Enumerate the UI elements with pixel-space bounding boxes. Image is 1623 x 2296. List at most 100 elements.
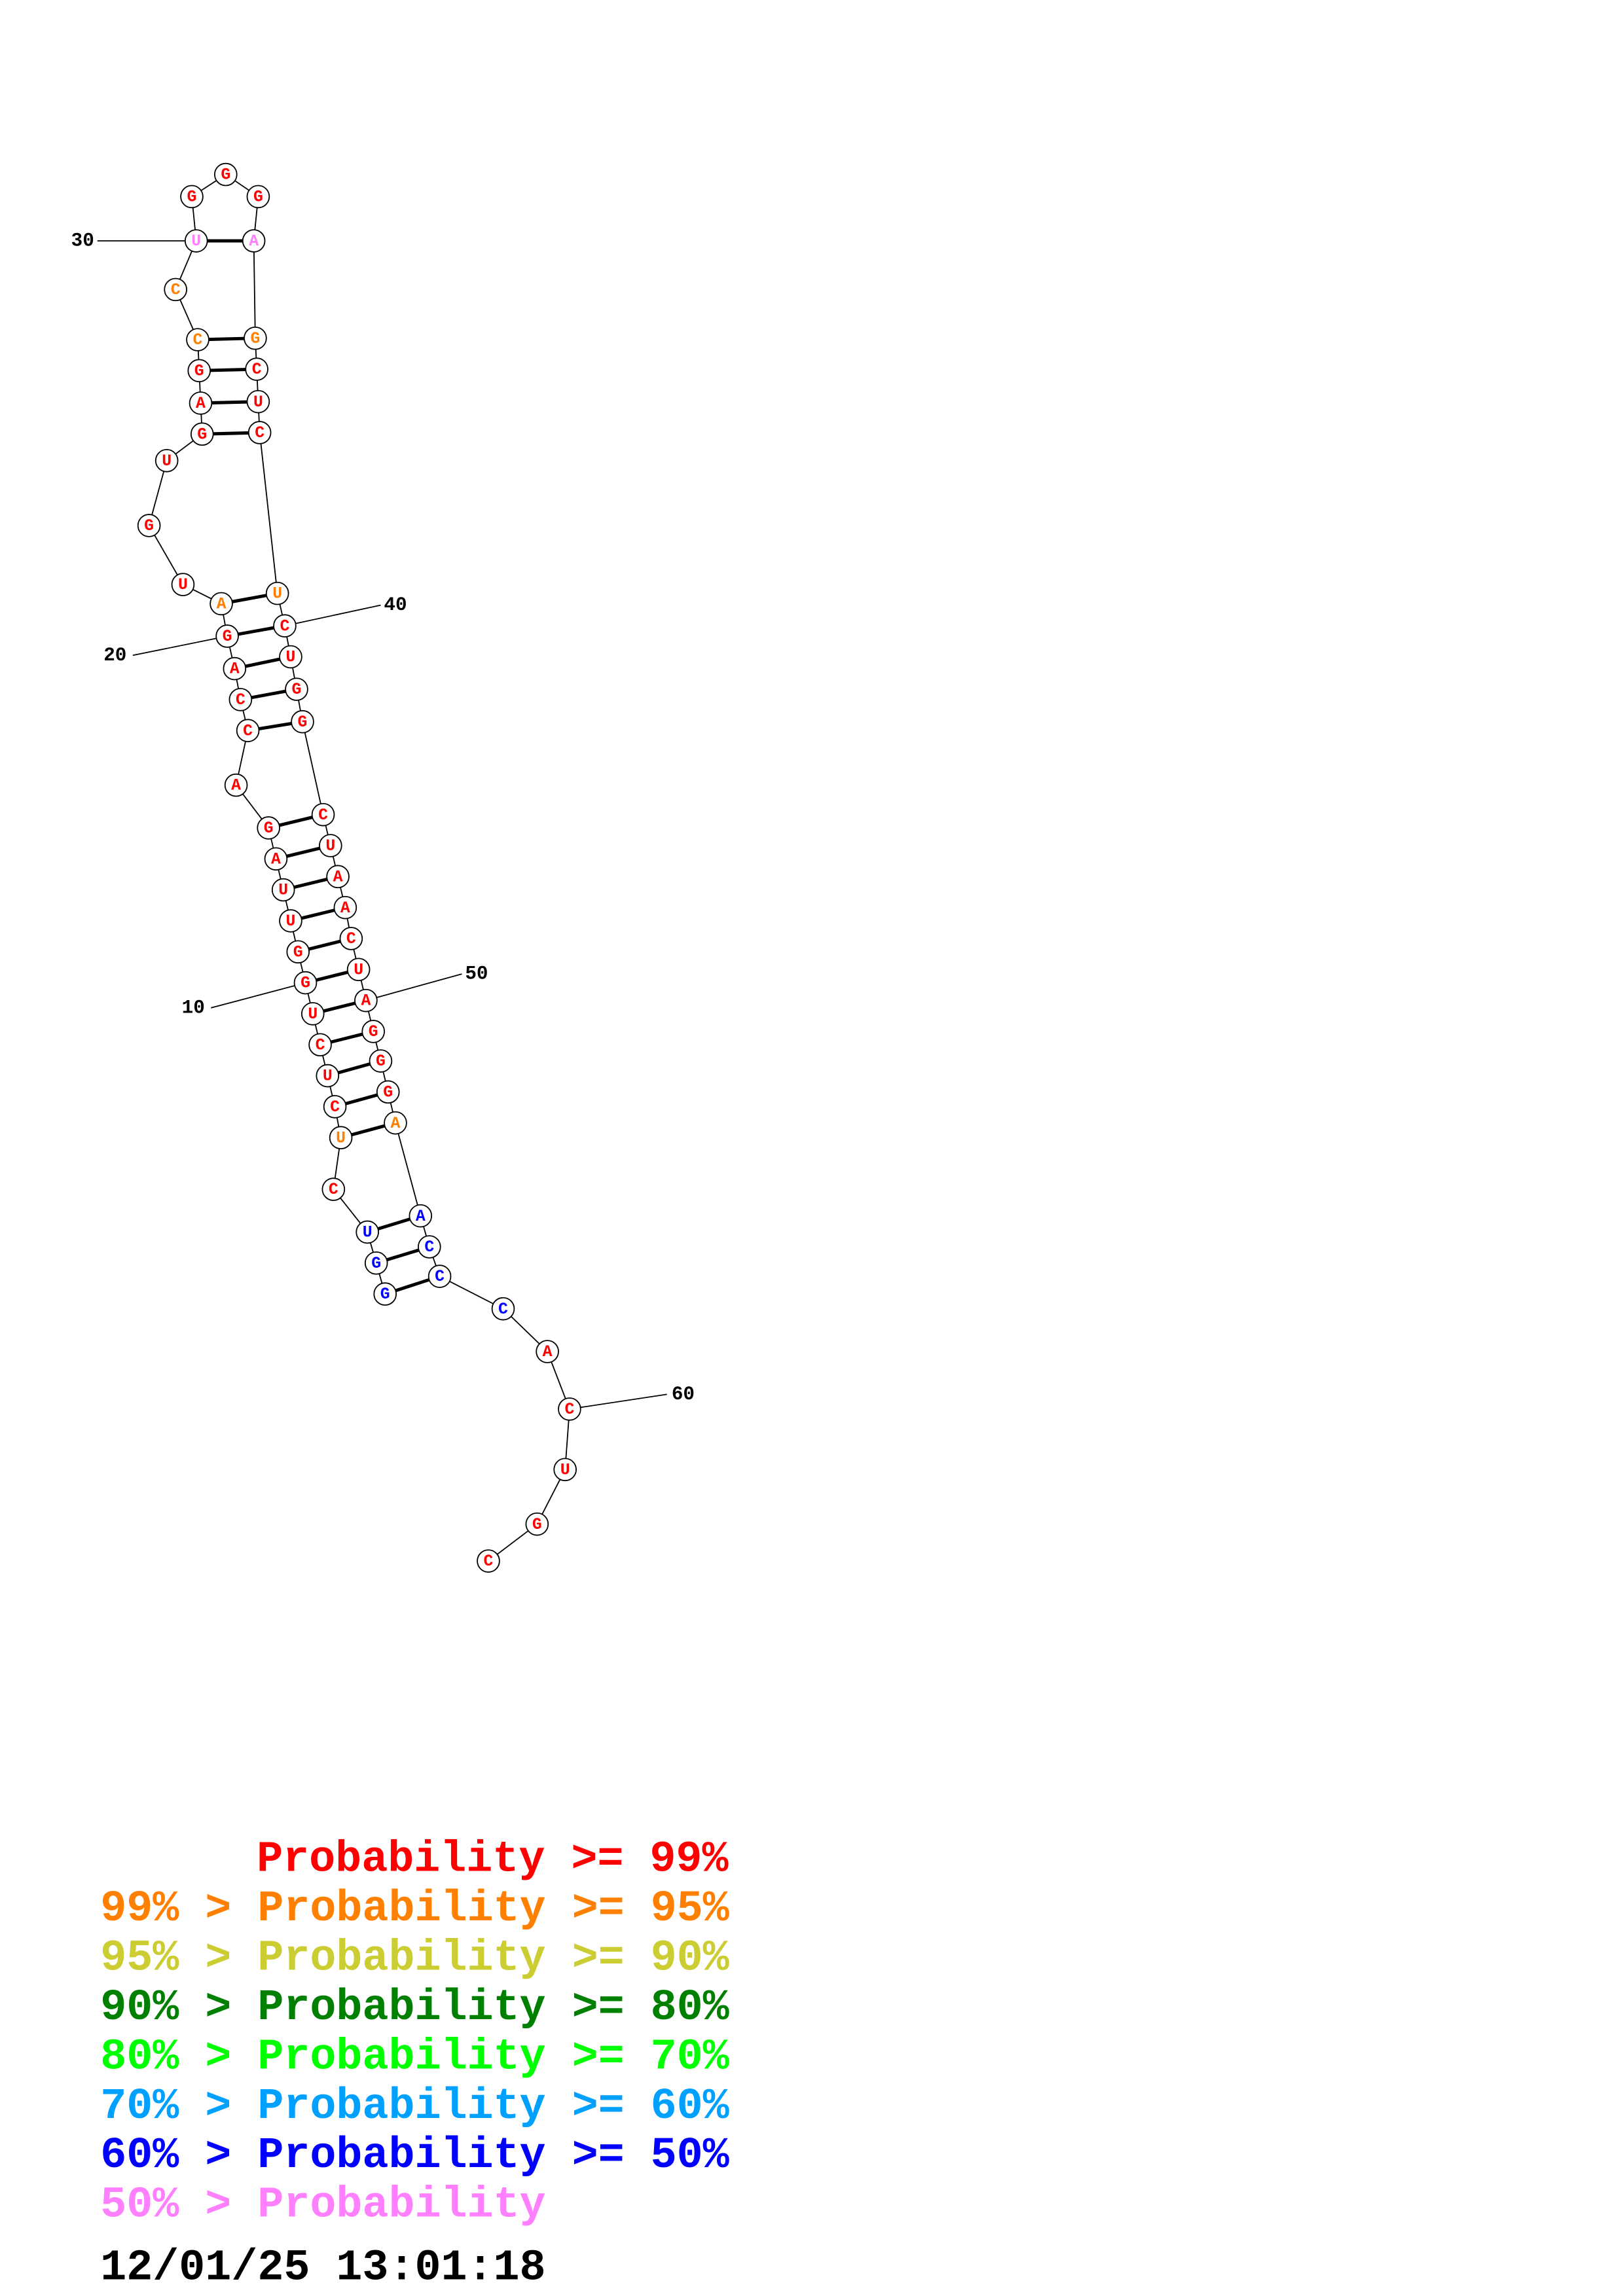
nucleotide: A (340, 899, 350, 918)
nucleotide: A (271, 850, 281, 869)
nucleotide: G (144, 517, 154, 535)
nucleotide: U (308, 1005, 318, 1024)
nucleotide-circle (376, 1080, 400, 1104)
position-line (132, 636, 228, 656)
nucleotide-circle (228, 688, 253, 711)
nucleotide: G (197, 425, 207, 444)
nucleotide: U (363, 1224, 373, 1242)
nucleotide: C (280, 617, 290, 636)
nucleotide-circle (311, 802, 335, 827)
nucleotide: A (391, 1115, 401, 1133)
nucleotide: G (292, 681, 302, 699)
nucleotide: U (560, 1461, 570, 1479)
position-label: 30 (71, 230, 94, 252)
nucleotide-circle (319, 834, 342, 857)
nucleotide-circle (339, 927, 363, 950)
nucleotide-circle (293, 971, 318, 995)
nucleotide-circle (346, 958, 371, 982)
position-line (365, 973, 462, 1001)
nucleotide: C (435, 1268, 445, 1286)
nucleotide-circle (384, 1111, 407, 1135)
legend-entry: 99% > Probability >= 95% (100, 1884, 729, 1934)
nucleotide: C (564, 1401, 574, 1419)
nucleotide-circle (171, 573, 195, 596)
legend-entry: 80% > Probability >= 70% (100, 2032, 729, 2082)
nucleotide: C (329, 1181, 338, 1199)
nucleotide-circle (308, 1033, 332, 1057)
nucleotide-circle (184, 229, 208, 253)
nucleotide: U (336, 1129, 346, 1147)
nucleotide: C (236, 691, 246, 709)
nucleotide: G (298, 713, 308, 732)
nucleotide: C (346, 930, 356, 948)
nucleotide: U (354, 961, 363, 979)
nucleotide: A (196, 395, 206, 413)
nucleotide-circle (214, 162, 238, 187)
nucleotide: U (253, 393, 263, 412)
nucleotide-circle (164, 278, 187, 302)
nucleotide: C (255, 424, 264, 442)
nucleotide-circle (301, 1002, 325, 1026)
nucleotide: U (323, 1067, 333, 1086)
nucleotide-circle (361, 1020, 385, 1043)
nucleotide-circle (364, 1251, 388, 1275)
nucleotide-circle (279, 645, 302, 669)
nucleotide-circle (265, 581, 289, 605)
nucleotide-circle (369, 1049, 393, 1073)
nucleotide: A (543, 1343, 553, 1361)
nucleotide-circle (418, 1235, 441, 1259)
nucleotide-circle (186, 328, 210, 351)
nucleotide-circle (247, 421, 272, 444)
nucleotide-circle (409, 1204, 433, 1228)
timestamp: 12/01/25 13:01:18 (100, 2244, 545, 2293)
nucleotide: C (498, 1300, 508, 1319)
nucleotide-circle (477, 1549, 500, 1573)
nucleotide: G (369, 1023, 378, 1041)
backbone (439, 1276, 503, 1310)
nucleotide: G (376, 1052, 386, 1071)
nucleotide: G (253, 188, 263, 207)
nucleotide: G (223, 628, 232, 646)
nucleotide-circle (245, 357, 268, 381)
nucleotide-circle (558, 1397, 581, 1421)
nucleotide: G (293, 943, 303, 961)
nucleotide: C (316, 1036, 325, 1054)
position-label: 50 (465, 963, 488, 985)
nucleotide-circle (525, 1512, 549, 1536)
nucleotide-circle (323, 1095, 347, 1119)
nucleotide: C (330, 1098, 340, 1117)
nucleotide-circle (264, 847, 288, 871)
nucleotide-circle (137, 514, 161, 537)
nucleotide-circle (326, 865, 350, 889)
nucleotide: C (243, 722, 253, 740)
nucleotide: U (162, 452, 172, 471)
nucleotide-circle (291, 709, 314, 734)
nucleotide-circle (223, 656, 247, 681)
position-line (569, 1393, 667, 1410)
nucleotide-circle (321, 1177, 346, 1201)
nucleotide-circle (536, 1340, 559, 1363)
position-label: 40 (384, 594, 407, 616)
nucleotide: C (318, 806, 328, 825)
nucleotide: U (191, 232, 201, 251)
legend-entry: 95% > Probability >= 90% (100, 1933, 729, 1983)
nucleotide-circle (279, 909, 302, 933)
backbone (253, 240, 256, 338)
nucleotide-circle (354, 988, 378, 1013)
nucleotide-circle (215, 624, 239, 648)
backbone (259, 432, 278, 594)
nucleotide: G (371, 1255, 381, 1273)
nucleotide: A (361, 992, 371, 1011)
nucleotide: G (264, 819, 274, 838)
nucleotide-circle (190, 422, 214, 446)
position-label: 10 (182, 997, 205, 1018)
nucleotide: C (252, 361, 262, 379)
nucleotide: G (383, 1083, 393, 1102)
nucleotide-circle (224, 773, 248, 797)
nucleotide: G (301, 975, 310, 993)
nucleotide-circle (333, 895, 357, 920)
position-label: 20 (103, 645, 126, 666)
nucleotide: A (333, 868, 343, 886)
